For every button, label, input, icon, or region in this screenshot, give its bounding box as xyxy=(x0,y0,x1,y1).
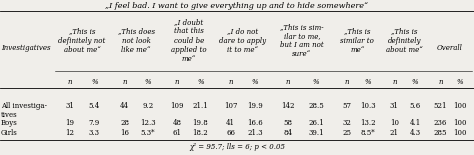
Text: Overall: Overall xyxy=(437,44,463,52)
Text: 107: 107 xyxy=(224,102,237,110)
Text: „I doubt
that this
could be
applied to
me“: „I doubt that this could be applied to m… xyxy=(171,18,207,63)
Text: n: n xyxy=(228,78,233,86)
Text: n: n xyxy=(345,78,349,86)
Text: 58: 58 xyxy=(283,119,292,127)
Text: 4.3: 4.3 xyxy=(410,129,421,137)
Text: 9.2: 9.2 xyxy=(142,102,154,110)
Text: „I feel bad. I want to give everything up and to hide somewhere“: „I feel bad. I want to give everything u… xyxy=(105,2,369,10)
Text: %: % xyxy=(145,78,151,86)
Text: n: n xyxy=(392,78,397,86)
Text: 19.8: 19.8 xyxy=(192,119,208,127)
Text: 5.3*: 5.3* xyxy=(140,129,155,137)
Text: 12.3: 12.3 xyxy=(140,119,155,127)
Text: 84: 84 xyxy=(283,129,292,137)
Text: n: n xyxy=(122,78,127,86)
Text: 21.1: 21.1 xyxy=(192,102,208,110)
Text: %: % xyxy=(252,78,258,86)
Text: 100: 100 xyxy=(453,102,466,110)
Text: 10: 10 xyxy=(390,119,399,127)
Text: n: n xyxy=(68,78,72,86)
Text: 100: 100 xyxy=(453,119,466,127)
Text: %: % xyxy=(197,78,204,86)
Text: 31: 31 xyxy=(65,102,74,110)
Text: n: n xyxy=(286,78,291,86)
Text: 25: 25 xyxy=(342,129,351,137)
Text: 109: 109 xyxy=(171,102,184,110)
Text: 19: 19 xyxy=(65,119,74,127)
Text: 521: 521 xyxy=(434,102,447,110)
Text: 4.1: 4.1 xyxy=(410,119,421,127)
Text: %: % xyxy=(91,78,98,86)
Text: Investigatives: Investigatives xyxy=(1,44,51,52)
Text: %: % xyxy=(456,78,463,86)
Text: 66: 66 xyxy=(226,129,235,137)
Text: „This is
definitely not
about me“: „This is definitely not about me“ xyxy=(58,27,106,54)
Text: 32: 32 xyxy=(343,119,351,127)
Text: Girls: Girls xyxy=(1,129,18,137)
Text: 13.2: 13.2 xyxy=(360,119,375,127)
Text: 5.4: 5.4 xyxy=(89,102,100,110)
Text: „I do not
dare to apply
it to me“: „I do not dare to apply it to me“ xyxy=(219,27,266,54)
Text: %: % xyxy=(313,78,319,86)
Text: 26.1: 26.1 xyxy=(308,119,324,127)
Text: 44: 44 xyxy=(120,102,129,110)
Text: 100: 100 xyxy=(453,129,466,137)
Text: 61: 61 xyxy=(173,129,182,137)
Text: 3.3: 3.3 xyxy=(89,129,100,137)
Text: 8.5*: 8.5* xyxy=(360,129,375,137)
Text: %: % xyxy=(412,78,419,86)
Text: 142: 142 xyxy=(282,102,295,110)
Text: All investiga-
tives: All investiga- tives xyxy=(1,102,47,119)
Text: 41: 41 xyxy=(226,119,235,127)
Text: 10.3: 10.3 xyxy=(360,102,375,110)
Text: 236: 236 xyxy=(434,119,447,127)
Text: 48: 48 xyxy=(173,119,182,127)
Text: 285: 285 xyxy=(434,129,447,137)
Text: n: n xyxy=(438,78,443,86)
Text: „This is sim-
ilar to me,
but I am not
sure“: „This is sim- ilar to me, but I am not s… xyxy=(280,23,324,58)
Text: 7.9: 7.9 xyxy=(89,119,100,127)
Text: 39.1: 39.1 xyxy=(308,129,324,137)
Text: 28: 28 xyxy=(120,119,129,127)
Text: 5.6: 5.6 xyxy=(410,102,421,110)
Text: 57: 57 xyxy=(342,102,351,110)
Text: 21.3: 21.3 xyxy=(247,129,263,137)
Text: 12: 12 xyxy=(65,129,74,137)
Text: 18.2: 18.2 xyxy=(192,129,208,137)
Text: „This does
not look
like me“: „This does not look like me“ xyxy=(118,27,155,54)
Text: n: n xyxy=(175,78,180,86)
Text: „This is
similar to
me“: „This is similar to me“ xyxy=(340,27,374,54)
Text: 16.6: 16.6 xyxy=(247,119,263,127)
Text: 16: 16 xyxy=(120,129,129,137)
Text: Boys: Boys xyxy=(1,119,18,127)
Text: %: % xyxy=(365,78,371,86)
Text: 28.5: 28.5 xyxy=(308,102,324,110)
Text: 31: 31 xyxy=(390,102,399,110)
Text: 21: 21 xyxy=(390,129,399,137)
Text: „This is
definitely
about me“: „This is definitely about me“ xyxy=(386,27,423,54)
Text: 19.9: 19.9 xyxy=(247,102,263,110)
Text: χ² = 95.7; lls = 6; p < 0.05: χ² = 95.7; lls = 6; p < 0.05 xyxy=(189,143,285,151)
